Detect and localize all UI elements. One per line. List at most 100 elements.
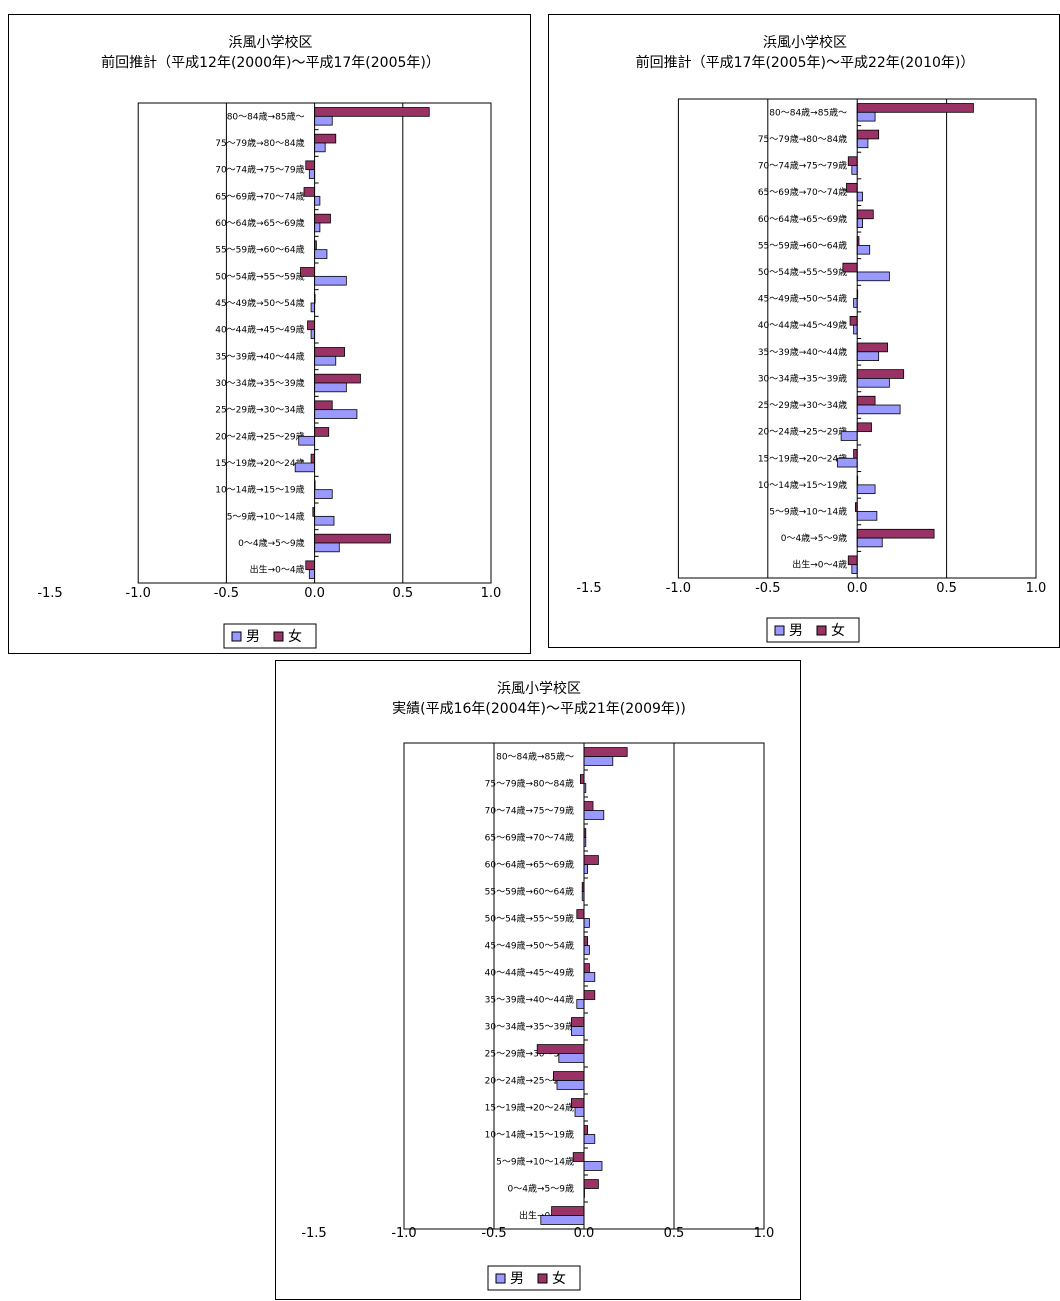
bar-male (856, 378, 890, 388)
category-label: 20～24歳→25～29歳 (215, 430, 304, 442)
bar-male (851, 165, 858, 175)
chart-panel-actual-2004-2009: 浜風小学校区 実績(平成16年(2004年)～平成21年(2009年)) 80～84… (275, 660, 801, 1300)
bar-male (856, 271, 890, 282)
bar-male (856, 511, 878, 521)
legend-label-male: 男 (246, 629, 260, 645)
x-tick-label: -1.0 (126, 586, 151, 601)
legend-swatch-male (231, 631, 242, 642)
bar-male (556, 1080, 585, 1090)
legend-label-female: 女 (552, 1270, 566, 1287)
x-tick-label: -1.0 (391, 1226, 416, 1241)
bar-female (314, 107, 430, 117)
bar-female (842, 262, 858, 273)
bar-male (583, 918, 590, 928)
bar-male (308, 169, 316, 179)
bar-male (583, 864, 588, 874)
category-label: 50～54歳→55～59歳 (215, 270, 304, 282)
bar-male (540, 1215, 585, 1225)
x-tick-label: -1.0 (666, 581, 691, 596)
x-tick-label: 1.0 (1026, 581, 1047, 596)
bar-female (314, 373, 361, 384)
bar-female (314, 213, 331, 224)
category-label: 25～29歳→30～34歳 (215, 404, 304, 416)
bar-female (570, 1017, 585, 1027)
x-tick-label: 0.0 (304, 586, 325, 601)
bar-male (853, 298, 858, 308)
bar-male (314, 382, 347, 393)
bar-male (298, 435, 315, 446)
bar-male (583, 972, 596, 982)
legend-label-female: 女 (288, 628, 302, 645)
bar-male (583, 756, 614, 766)
category-label: 35～39歳→40～44歳 (215, 350, 304, 362)
category-label: 15～19歳→20～24歳 (485, 1102, 574, 1114)
x-tick-label: -0.5 (755, 581, 780, 596)
bar-female (314, 347, 345, 357)
category-label: 50～54歳→55～59歳 (758, 266, 847, 278)
chart-title: 浜風小学校区 (229, 34, 313, 51)
bar-male (856, 218, 863, 228)
category-label: 10～14歳→15～19歳 (485, 1129, 574, 1141)
category-label: 45～49歳→50～54歳 (215, 297, 304, 309)
category-label: 15～19歳→20～24歳 (215, 457, 304, 469)
bar-female (583, 1125, 588, 1135)
category-label: 65～69歳→70～74歳 (485, 832, 574, 844)
category-label: 80～84歳→85歳～ (227, 110, 305, 122)
bar-male (853, 324, 858, 335)
category-label: 55～59歳→60～64歳 (485, 886, 574, 898)
category-label: 70～74歳→75～79歳 (758, 160, 847, 172)
x-tick-label: 0.5 (664, 1226, 685, 1241)
bar-female (551, 1206, 585, 1216)
bar-female (847, 555, 858, 566)
bar-male (856, 244, 871, 255)
bar-female (303, 187, 315, 197)
category-label: 65～69歳→70～74歳 (758, 186, 847, 198)
bar-female (536, 1044, 585, 1054)
bar-female (856, 395, 876, 406)
bar-female (579, 774, 585, 784)
bar-male (314, 249, 328, 259)
bar-female (583, 990, 596, 1000)
bar-female (849, 316, 858, 326)
category-label: 0～4歳→5～9歳 (508, 1183, 574, 1195)
bar-male (314, 142, 326, 153)
bar-female (570, 1098, 585, 1108)
bar-female (305, 560, 315, 571)
chart-title: 浜風小学校区 (763, 34, 847, 51)
legend-label-male: 男 (789, 623, 803, 639)
bar-male (314, 115, 333, 126)
legend-swatch-male (774, 625, 785, 636)
category-label: 75～79歳→80～84歳 (485, 778, 574, 790)
category-label: 45～49歳→50～54歳 (758, 293, 847, 305)
legend-swatch-male (495, 1273, 506, 1284)
bar-female (583, 1179, 599, 1189)
bar-female (314, 533, 391, 544)
bar-male (570, 1026, 585, 1036)
category-label: 45～49歳→50～54歳 (485, 940, 574, 952)
bar-male (310, 302, 315, 313)
bar-male (558, 1053, 585, 1063)
category-label: 5～9歳→10～14歳 (227, 510, 305, 522)
legend: 男女 (487, 1265, 581, 1291)
x-tick-label: 0.0 (847, 581, 868, 596)
bar-male (310, 329, 315, 339)
bar-male (583, 945, 590, 955)
bar-male (314, 489, 333, 499)
category-label: 60～64歳→65～69歳 (215, 217, 304, 229)
bar-male (314, 515, 335, 526)
bar-male (856, 351, 880, 361)
category-label: 70～74歳→75～79歳 (215, 164, 304, 176)
legend: 男女 (223, 623, 317, 649)
category-label: 40～44歳→45～49歳 (485, 967, 574, 979)
x-tick-label: 0.5 (936, 581, 957, 596)
x-tick-label: 0.0 (574, 1226, 595, 1241)
category-label: 出生→0～4歳 (792, 559, 847, 571)
category-label: 80～84歳→85歳～ (769, 106, 847, 118)
chart-panel-2005-2010: 浜風小学校区 前回推計（平成17年(2005年)～平成22年(2010年)） 80～… (548, 14, 1060, 648)
bar-male (856, 191, 863, 202)
bar-male (314, 195, 321, 206)
legend-label-male: 男 (510, 1271, 524, 1287)
bar-female (576, 909, 585, 919)
bar-male (294, 462, 316, 473)
